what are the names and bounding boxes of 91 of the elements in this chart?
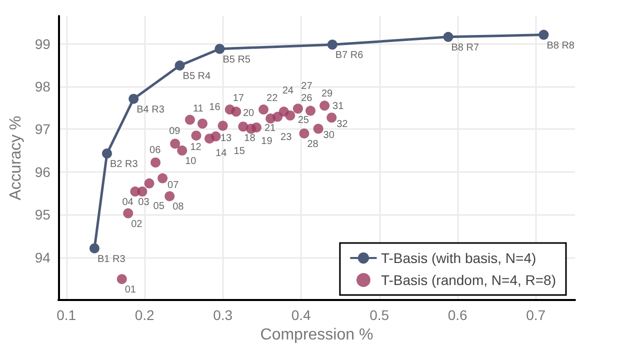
annotation: 06 [150, 144, 162, 156]
point [538, 30, 549, 40]
annotation: 29 [321, 88, 334, 100]
y-tick-label: 94 [34, 249, 51, 266]
x-tick-label: 0.2 [134, 307, 154, 323]
point [210, 131, 221, 142]
point [231, 106, 242, 117]
x-tick-label: 0.6 [448, 307, 468, 323]
point [128, 94, 139, 104]
point [272, 112, 283, 122]
point [285, 110, 296, 121]
annotation: 04 [122, 197, 134, 208]
annotation: 22 [266, 93, 278, 104]
annotation: 09 [169, 126, 181, 138]
annotation: 27 [301, 81, 313, 92]
annotation: 30 [323, 130, 335, 142]
y-tick-label: 96 [34, 164, 51, 180]
point [116, 274, 127, 284]
x-tick-label: 0.1 [56, 307, 76, 323]
point [299, 128, 310, 138]
annotation: 08 [172, 202, 184, 213]
annotation: B5 R4 [182, 71, 212, 82]
annotation: 24 [282, 85, 294, 96]
annotation: 23 [280, 132, 292, 143]
point [158, 173, 168, 184]
annotation: 28 [307, 138, 319, 150]
annotation: 20 [242, 108, 255, 120]
legend-label: T-Basis (random, N=4, R=8) [380, 272, 556, 288]
annotation: 32 [336, 119, 348, 130]
annotation: 11 [192, 103, 204, 114]
annotation: B8 R7 [451, 42, 480, 54]
point [144, 178, 154, 188]
annotation: 21 [264, 122, 276, 134]
point [238, 122, 248, 132]
annotation: 25 [298, 115, 310, 126]
annotation: 07 [168, 180, 180, 191]
annotation: 01 [124, 284, 136, 296]
x-tick-label: 0.3 [213, 307, 233, 323]
point [164, 191, 175, 202]
annotation: 12 [190, 142, 202, 154]
point [89, 243, 100, 254]
x-tick-label: 0.5 [370, 307, 390, 323]
y-tick-label: 97 [34, 121, 51, 138]
annotation: B2 R3 [110, 159, 138, 170]
legend-label: T-Basis (with basis, N=4) [380, 250, 536, 266]
point [150, 157, 161, 168]
annotation: B7 R6 [335, 50, 364, 62]
annotation: 17 [232, 93, 244, 104]
point [102, 148, 112, 159]
point [214, 44, 225, 54]
annotation: 18 [244, 133, 256, 144]
annotation: B5 R5 [222, 54, 251, 66]
annotation: 15 [234, 146, 246, 157]
annotation: B8 R8 [546, 40, 575, 52]
point [197, 118, 208, 129]
point [174, 60, 185, 71]
annotation: 14 [216, 148, 228, 160]
point [305, 106, 316, 116]
annotation: B4 R3 [136, 104, 165, 116]
annotation: 05 [153, 200, 165, 212]
point [327, 40, 338, 50]
point [320, 100, 330, 111]
annotation: 19 [261, 136, 273, 148]
point [251, 122, 262, 132]
annotation: 26 [301, 93, 313, 104]
point [177, 146, 188, 156]
point [191, 130, 202, 141]
point [184, 114, 195, 125]
y-tick-label: 95 [34, 206, 51, 223]
point [443, 32, 454, 42]
x-axis-title: Compression % [260, 326, 374, 344]
point [170, 138, 180, 149]
point [313, 124, 324, 134]
annotation: 03 [138, 197, 150, 208]
point [258, 104, 269, 115]
point [123, 208, 134, 218]
annotation: 16 [209, 102, 221, 113]
point [137, 186, 148, 197]
annotation: 13 [220, 133, 232, 144]
annotation: 02 [131, 218, 143, 230]
y-axis-title: Accuracy % [8, 116, 24, 200]
y-tick-label: 99 [34, 36, 51, 52]
x-tick-label: 0.7 [526, 307, 546, 323]
annotation: 31 [332, 101, 344, 112]
point [218, 120, 228, 131]
x-tick-label: 0.4 [291, 307, 312, 323]
annotation: 10 [185, 156, 197, 168]
point [292, 104, 303, 114]
annotation: B1 R3 [97, 254, 126, 265]
y-tick-label: 98 [34, 78, 51, 94]
point [326, 112, 337, 123]
